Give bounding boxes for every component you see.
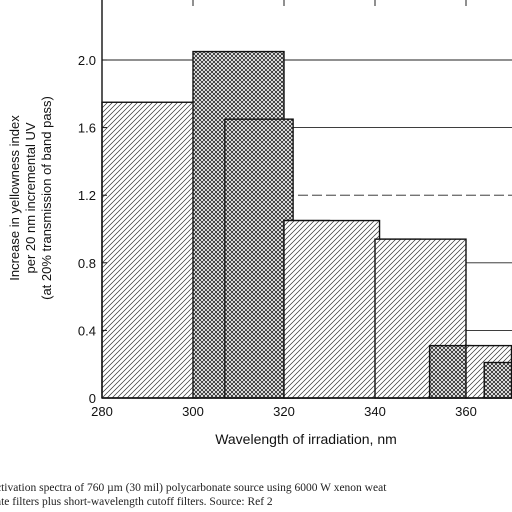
y-axis-label: Increase in yellowness index per 20 nm i… xyxy=(7,96,54,300)
x-tick-label: 300 xyxy=(182,404,204,419)
x-tick-label: 360 xyxy=(455,404,477,419)
caption-line-1: ctivation spectra of 760 µm (30 mil) pol… xyxy=(0,482,387,494)
axes xyxy=(101,0,512,399)
bar-diagonal-hatch xyxy=(101,101,199,399)
bars xyxy=(101,50,512,399)
y-tick-label: 0.8 xyxy=(78,256,96,271)
x-tick-labels: 280 300 320 340 360 xyxy=(91,404,477,419)
bar-cross-hatch xyxy=(428,344,472,399)
caption-line-2: ate filters plus short-wavelength cutoff… xyxy=(0,496,273,508)
y-axis-label-line-2: per 20 nm incremental UV xyxy=(23,122,38,273)
bar-diagonal-hatch xyxy=(283,219,381,399)
y-tick-label: 0.4 xyxy=(78,323,96,338)
y-tick-label: 1.2 xyxy=(78,188,96,203)
y-axis-label-line-3: (at 20% transmission of band pass) xyxy=(39,96,54,300)
bar-cross-hatch xyxy=(224,118,294,399)
y-tick-label: 1.6 xyxy=(78,121,96,136)
y-tick-labels: 0 0.4 0.8 1.2 1.6 2.0 xyxy=(78,53,96,406)
y-tick-label: 2.0 xyxy=(78,53,96,68)
y-axis-label-line-1: Increase in yellowness index xyxy=(7,115,22,281)
x-axis-label: Wavelength of irradiation, nm xyxy=(215,431,397,447)
x-tick-label: 320 xyxy=(273,404,295,419)
x-tick-label: 340 xyxy=(364,404,386,419)
figure-caption: ctivation spectra of 760 µm (30 mil) pol… xyxy=(0,481,512,509)
bar-cross-hatch xyxy=(483,361,512,399)
x-tick-label: 280 xyxy=(91,404,113,419)
y-tick-label: 0 xyxy=(89,391,96,406)
